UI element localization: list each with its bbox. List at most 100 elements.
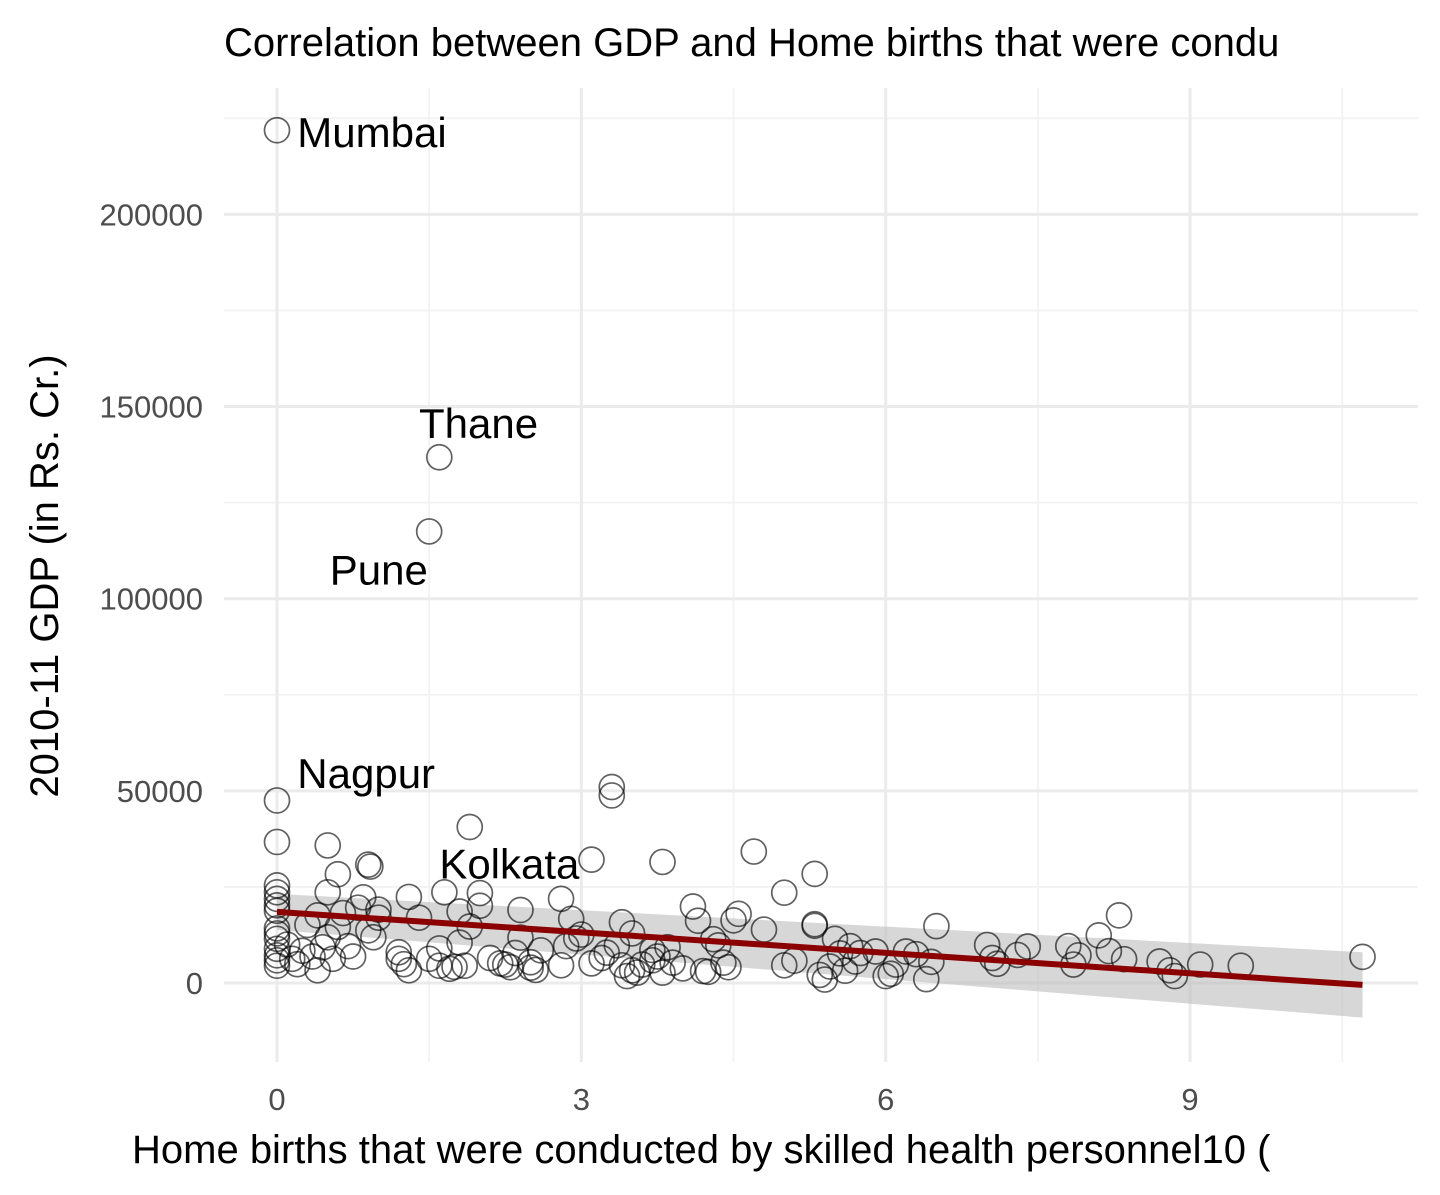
data-point — [314, 832, 342, 859]
data-point — [715, 953, 742, 981]
data-point — [1105, 902, 1133, 929]
data-point — [263, 885, 291, 913]
data-point — [578, 846, 605, 873]
data-point — [1014, 933, 1042, 960]
data-point — [522, 956, 550, 984]
data-point — [644, 943, 671, 970]
x-tick-label: 9 — [1181, 1082, 1198, 1117]
data-point — [1349, 943, 1376, 971]
data-point — [654, 933, 681, 961]
data-point — [425, 443, 453, 471]
x-tick-label: 6 — [877, 1082, 894, 1117]
data-point — [314, 878, 342, 906]
data-point — [1054, 932, 1082, 960]
data-point — [562, 925, 590, 952]
data-point — [339, 943, 367, 970]
data-point — [466, 892, 494, 920]
data-point — [263, 915, 291, 942]
data-point — [1186, 951, 1214, 978]
data-point — [836, 932, 864, 960]
x-tick-label: 0 — [268, 1082, 285, 1117]
point-label: Pune — [330, 546, 428, 593]
data-point — [770, 879, 798, 907]
data-point — [263, 828, 291, 856]
data-point — [456, 813, 484, 841]
x-tick-label: 3 — [573, 1082, 590, 1117]
y-tick-label: 50000 — [117, 774, 203, 809]
data-point — [694, 958, 722, 986]
trend-line-layer — [276, 908, 1363, 988]
data-point — [283, 950, 311, 978]
data-point — [476, 944, 504, 972]
y-tick-labels: 0 50000 100000 150000 200000 — [100, 197, 203, 1001]
trend-line — [276, 908, 1363, 988]
data-point — [354, 851, 382, 878]
data-point — [649, 848, 676, 876]
data-point — [278, 945, 306, 973]
data-point — [263, 892, 291, 919]
data-point — [415, 518, 443, 545]
data-point — [451, 952, 479, 980]
confidence-band — [277, 893, 1363, 1018]
data-point — [684, 907, 712, 935]
chart-title: Correlation between GDP and Home births … — [224, 21, 1279, 65]
data-point — [547, 885, 575, 913]
y-tick-label: 0 — [186, 966, 203, 1001]
data-point — [431, 878, 458, 906]
points-layer — [263, 116, 1376, 993]
y-tick-label: 200000 — [100, 197, 203, 232]
data-point — [918, 948, 945, 976]
data-point — [334, 932, 362, 960]
point-label: Thane — [419, 400, 538, 447]
x-axis-title: Home births that were conducted by skill… — [132, 1128, 1271, 1172]
data-point — [912, 965, 940, 993]
data-point — [507, 896, 534, 924]
data-point — [1004, 941, 1031, 969]
data-point — [395, 956, 423, 984]
y-axis-title: 2010-11 GDP (in Rs. Cr.) — [23, 354, 67, 797]
data-point — [263, 116, 291, 144]
data-point — [263, 787, 291, 814]
data-point — [806, 961, 834, 989]
x-tick-labels: 0 3 6 9 — [268, 1082, 1198, 1117]
data-point — [507, 924, 534, 952]
data-point — [679, 893, 707, 920]
data-point — [547, 951, 575, 979]
point-label: Kolkata — [439, 840, 580, 887]
data-point — [360, 923, 387, 951]
data-point — [356, 853, 384, 880]
data-point — [263, 878, 291, 906]
minor-grid — [224, 88, 1418, 1062]
data-point — [649, 959, 676, 986]
y-tick-label: 100000 — [100, 582, 203, 617]
data-point — [385, 945, 413, 973]
data-point — [324, 860, 352, 888]
data-point — [598, 782, 626, 809]
data-point — [385, 938, 413, 966]
data-point — [725, 900, 752, 928]
data-point — [720, 907, 747, 934]
data-point — [801, 912, 829, 940]
data-point — [923, 912, 950, 940]
data-point — [263, 946, 291, 974]
confidence-band-layer — [277, 893, 1363, 1018]
data-point — [740, 838, 768, 865]
data-point — [517, 954, 544, 981]
data-point — [527, 936, 555, 964]
data-point — [1095, 937, 1123, 965]
data-point — [263, 920, 291, 947]
data-point — [466, 879, 494, 907]
y-tick-label: 150000 — [100, 390, 203, 425]
data-point — [598, 773, 626, 801]
data-point — [801, 860, 829, 888]
data-point — [365, 896, 392, 923]
point-label: Nagpur — [297, 750, 435, 797]
data-point — [299, 943, 326, 970]
data-point — [710, 949, 737, 976]
data-point — [1085, 921, 1113, 949]
data-point — [390, 950, 418, 978]
point-label: Mumbai — [297, 109, 446, 156]
